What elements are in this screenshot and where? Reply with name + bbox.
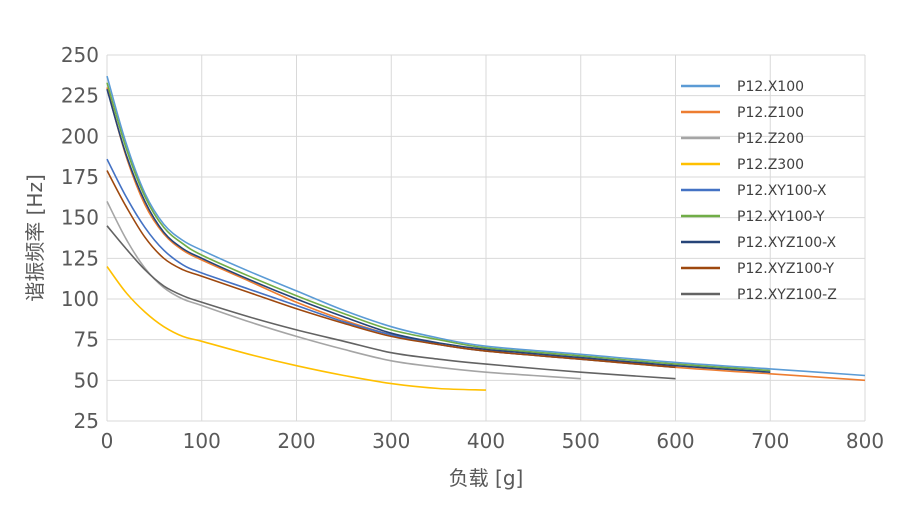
legend-label: P12.XYZ100-X xyxy=(737,235,837,251)
series-line-2 xyxy=(106,201,581,380)
series-line-7 xyxy=(106,170,676,369)
x-axis-title: 负载 [g] xyxy=(449,466,524,490)
y-tick-label: 50 xyxy=(74,368,99,392)
x-tick-label: 400 xyxy=(467,429,505,453)
y-tick-label: 100 xyxy=(61,287,99,311)
legend-label: P12.XYZ100-Z xyxy=(737,287,837,303)
x-tick-label: 800 xyxy=(846,429,884,453)
legend-label: P12.X100 xyxy=(737,79,804,95)
y-tick-label: 150 xyxy=(61,206,99,230)
y-tick-label: 175 xyxy=(61,165,99,189)
legend-label: P12.XY100-Y xyxy=(737,209,825,225)
y-tick-label: 200 xyxy=(61,124,99,148)
series-line-3 xyxy=(106,266,487,391)
legend-label: P12.XY100-X xyxy=(737,183,827,199)
y-tick-label: 75 xyxy=(74,328,99,352)
x-tick-label: 600 xyxy=(656,429,694,453)
legend-label: P12.Z300 xyxy=(737,157,804,173)
x-tick-label: 200 xyxy=(277,429,315,453)
series-line-0 xyxy=(106,75,866,377)
series-line-6 xyxy=(106,88,771,373)
legend-label: P12.XYZ100-Y xyxy=(737,261,835,277)
x-tick-label: 700 xyxy=(751,429,789,453)
legend: P12.X100 P12.Z100 P12.Z200 P12.Z300 P12.XY10… xyxy=(681,79,837,303)
x-tick-label: 500 xyxy=(562,429,600,453)
x-tick-label: 0 xyxy=(101,429,114,453)
y-tick-label: 225 xyxy=(61,84,99,108)
axis-layer: 25 50 75 100 125 150 175 200 225 250 0 100 200 300 400… xyxy=(61,43,884,453)
series-line-8 xyxy=(106,225,676,380)
x-tick-label: 300 xyxy=(372,429,410,453)
legend-label: P12.Z200 xyxy=(737,131,804,147)
y-tick-label: 250 xyxy=(61,43,99,67)
y-tick-label: 25 xyxy=(74,409,99,433)
x-tick-label: 100 xyxy=(183,429,221,453)
y-tick-label: 125 xyxy=(61,246,99,270)
series-line-5 xyxy=(106,82,771,372)
series-layer xyxy=(106,75,866,391)
legend-label: P12.Z100 xyxy=(737,105,804,121)
y-axis-title: 谐振频率 [Hz] xyxy=(23,174,47,302)
